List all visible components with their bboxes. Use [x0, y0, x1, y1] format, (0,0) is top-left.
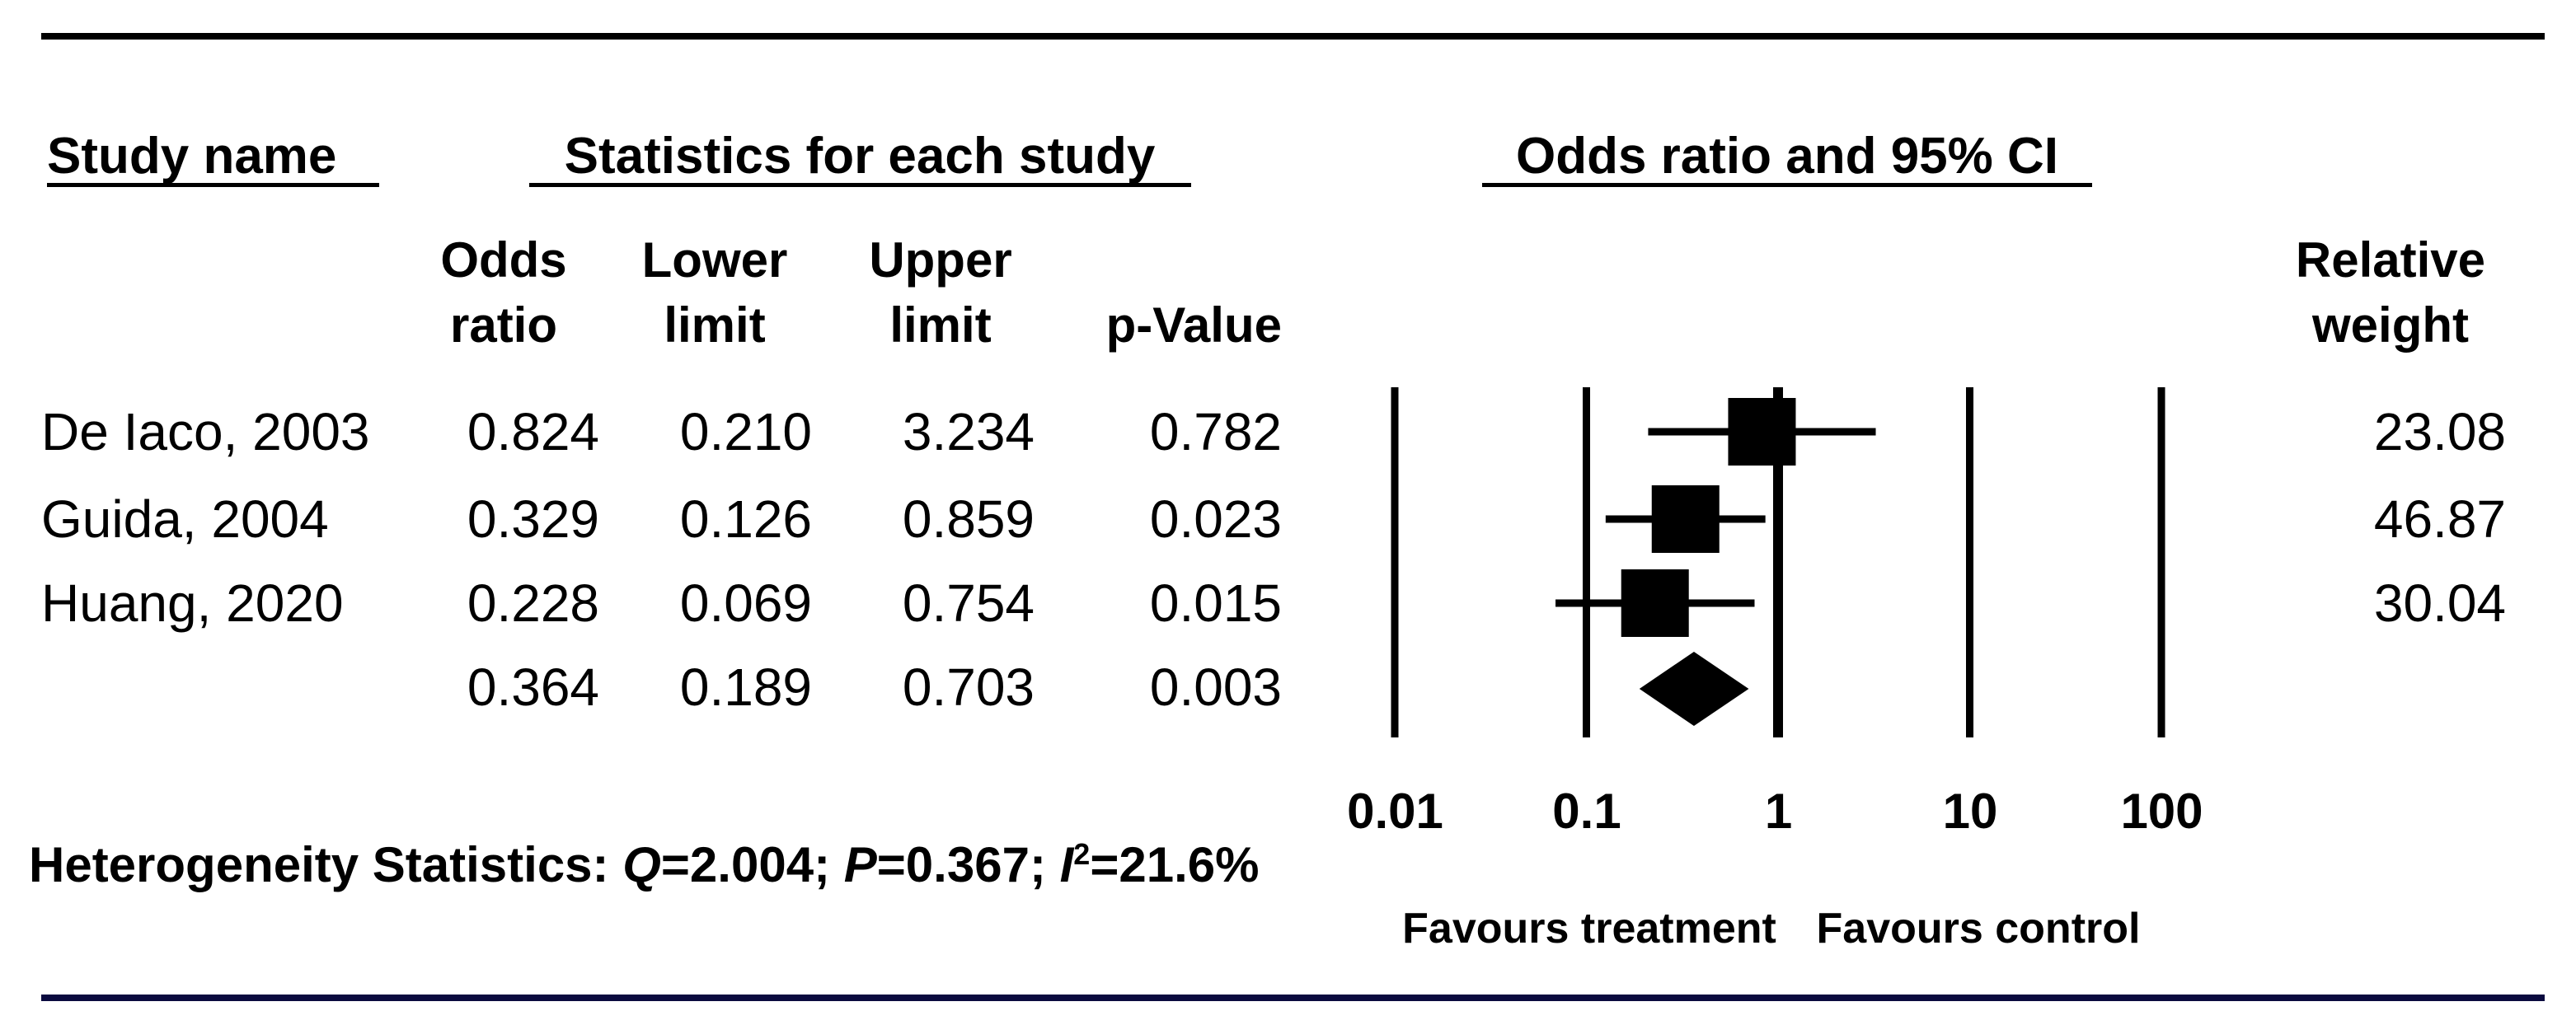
q-value: =2.004; — [660, 837, 844, 892]
p-symbol: P — [843, 837, 877, 892]
forest-plot-canvas — [1391, 387, 2165, 737]
x-tick-label-0.01: 0.01 — [1347, 784, 1443, 839]
top-rule — [41, 33, 2545, 40]
summary-p-value: 0.003 — [1149, 658, 1282, 717]
summary-diamond — [1639, 652, 1749, 726]
x-tick-label-1: 1 — [1764, 784, 1793, 839]
column-header-lower-line2: limit — [664, 297, 766, 353]
relative-weight-value: 30.04 — [2373, 573, 2506, 633]
p-value-het: =0.367; — [876, 837, 1060, 892]
column-header-p-value: p-Value — [1105, 297, 1282, 353]
statistics-group-underline — [529, 183, 1191, 187]
relative-weight-value: 46.87 — [2373, 489, 2506, 549]
or-ci-group-underline — [1482, 183, 2092, 187]
favours-control-label: Favours control — [1816, 905, 2141, 952]
x-tick-label-10: 10 — [1942, 784, 1998, 839]
study-name-header: Study name — [47, 128, 337, 185]
upper-limit-value: 0.754 — [902, 573, 1035, 633]
upper-limit-value: 3.234 — [902, 402, 1035, 461]
lower-limit-value: 0.210 — [679, 402, 812, 461]
i-squared-symbol: I — [1059, 837, 1074, 892]
p-value: 0.023 — [1149, 489, 1282, 549]
statistics-group-header: Statistics for each study — [564, 128, 1156, 185]
x-tick-label-100: 100 — [2120, 784, 2203, 839]
favours-treatment-label: Favours treatment — [1402, 905, 1776, 952]
i-squared-value: =21.6% — [1090, 837, 1260, 892]
column-header-odds-ratio: Odds ratio — [380, 227, 627, 358]
column-header-odds-line2: ratio — [449, 297, 558, 353]
study-square — [1651, 485, 1720, 553]
or-ci-group-header: Odds ratio and 95% CI — [1515, 128, 2059, 185]
bottom-rule — [41, 995, 2545, 1001]
study-name-underline — [47, 183, 379, 187]
column-header-upper-line1: Upper — [869, 232, 1012, 288]
study-name: Huang, 2020 — [41, 573, 344, 633]
q-symbol: Q — [622, 837, 661, 892]
column-header-weight-line1: Relative — [2295, 232, 2486, 288]
column-header-upper-line2: limit — [889, 297, 992, 353]
summary-upper-limit-value: 0.703 — [902, 658, 1035, 717]
summary-lower-limit-value: 0.189 — [679, 658, 812, 717]
lower-limit-value: 0.069 — [679, 573, 812, 633]
odds-ratio-value: 0.329 — [467, 489, 599, 549]
upper-limit-value: 0.859 — [902, 489, 1035, 549]
heterogeneity-statistics: Heterogeneity Statistics: Q=2.004; P=0.3… — [29, 834, 1259, 896]
odds-ratio-value: 0.228 — [467, 573, 599, 633]
column-header-lower-line1: Lower — [641, 232, 788, 288]
i-squared-exponent: 2 — [1073, 837, 1091, 871]
lower-limit-value: 0.126 — [679, 489, 812, 549]
x-tick-label-0.1: 0.1 — [1552, 784, 1621, 839]
study-square — [1728, 398, 1796, 466]
relative-weight-value: 23.08 — [2373, 402, 2506, 461]
summary-odds-ratio-value: 0.364 — [467, 658, 599, 717]
column-header-relative-weight: Relative weight — [2267, 227, 2514, 358]
column-header-lower-limit: Lower limit — [591, 227, 838, 358]
column-header-odds-line1: Odds — [440, 232, 567, 288]
odds-ratio-value: 0.824 — [467, 402, 599, 461]
column-header-weight-line2: weight — [2312, 297, 2469, 353]
p-value: 0.782 — [1149, 402, 1282, 461]
study-name: De Iaco, 2003 — [41, 402, 370, 461]
column-header-upper-limit: Upper limit — [817, 227, 1064, 358]
study-name: Guida, 2004 — [41, 489, 329, 549]
p-value: 0.015 — [1149, 573, 1282, 633]
heterogeneity-prefix: Heterogeneity Statistics: — [29, 837, 623, 892]
study-square — [1621, 569, 1689, 637]
